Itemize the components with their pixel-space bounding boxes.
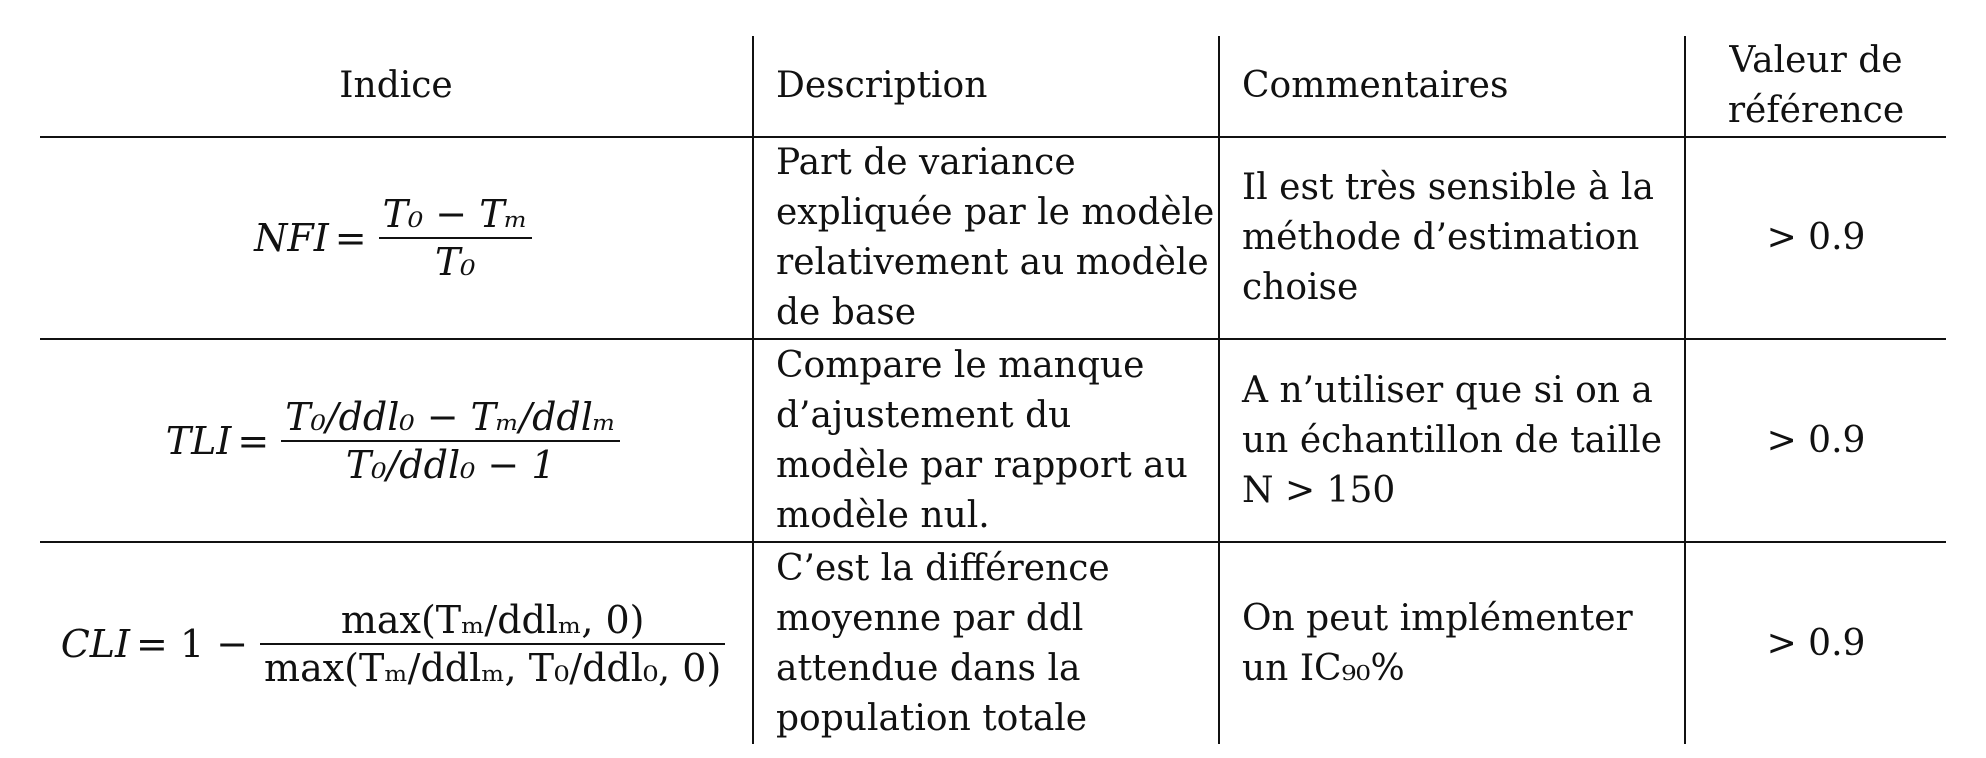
col-divider-2 (1218, 36, 1220, 744)
row-3-commentaire: On peut implémenter un IC₉₀% (1220, 543, 1684, 744)
fraction-bar (378, 237, 532, 239)
indices-table: Indice Description Commentaires Valeur d… (40, 36, 1946, 744)
description-text: Part de variance expliquée par le modèle… (776, 142, 1215, 333)
formula-eq: = (334, 216, 367, 260)
commentaire-text: A n’utiliser que si on a un échantillon … (1242, 369, 1662, 511)
header-valeur-label: Valeur de référence (1727, 40, 1905, 131)
formula-numerator: max(Tₘ/ddlₘ, 0) (340, 597, 645, 642)
formula-numerator: T₀/ddl₀ − Tₘ/ddlₘ (285, 394, 617, 439)
row-1-commentaire: Il est très sensible à la méthode d’esti… (1220, 138, 1684, 338)
valeur-text: > 0.9 (1766, 217, 1866, 258)
description-text: Compare le manque d’ajustement du modèle… (776, 344, 1188, 536)
fraction-bar (260, 642, 726, 645)
row-2-commentaire: A n’utiliser que si on a un échantillon … (1220, 340, 1684, 541)
commentaire-text: On peut implémenter un IC₉₀% (1242, 597, 1633, 689)
col-divider-1 (752, 36, 754, 744)
row-3-valeur: > 0.9 (1686, 543, 1946, 744)
formula-denominator: T₀ (434, 240, 476, 284)
description-text: C’est la différence moyenne par ddl atte… (776, 547, 1110, 739)
header-commentaires-label: Commentaires (1242, 65, 1509, 106)
header-rule (40, 136, 1946, 138)
row-1-description: Part de variance expliquée par le modèle… (754, 138, 1218, 338)
row-1-valeur: > 0.9 (1686, 138, 1946, 338)
header-description: Description (754, 36, 1218, 136)
tli-formula: TLI = T₀/ddl₀ − Tₘ/ddlₘ T₀/ddl₀ − 1 (166, 394, 626, 488)
fraction-bar (281, 439, 621, 442)
formula-fraction: T₀/ddl₀ − Tₘ/ddlₘ T₀/ddl₀ − 1 (281, 394, 621, 488)
row-2-valeur: > 0.9 (1686, 340, 1946, 541)
row-1-rule (40, 338, 1946, 340)
header-commentaires: Commentaires (1220, 36, 1684, 136)
formula-eq: = 1 − (136, 621, 249, 666)
formula-denominator: max(Tₘ/ddlₘ, T₀/ddl₀, 0) (264, 645, 722, 690)
header-indice-label: Indice (339, 65, 453, 106)
row-2-description: Compare le manque d’ajustement du modèle… (754, 340, 1218, 541)
formula-lhs: NFI (254, 216, 329, 260)
header-indice: Indice (40, 36, 752, 136)
cli-formula: CLI = 1 − max(Tₘ/ddlₘ, 0) max(Tₘ/ddlₘ, T… (61, 597, 732, 691)
formula-fraction: max(Tₘ/ddlₘ, 0) max(Tₘ/ddlₘ, T₀/ddl₀, 0) (260, 597, 726, 691)
formula-lhs: CLI (60, 621, 131, 666)
formula-eq: = (237, 418, 270, 463)
nfi-formula: NFI = T₀ − Tₘ T₀ (254, 191, 538, 285)
row-3-description: C’est la différence moyenne par ddl atte… (754, 543, 1218, 744)
formula-lhs: TLI (165, 418, 232, 463)
row-1-indice: NFI = T₀ − Tₘ T₀ (40, 138, 752, 338)
row-2-rule (40, 541, 1946, 543)
row-2-indice: TLI = T₀/ddl₀ − Tₘ/ddlₘ T₀/ddl₀ − 1 (40, 340, 752, 541)
row-3-indice: CLI = 1 − max(Tₘ/ddlₘ, 0) max(Tₘ/ddlₘ, T… (40, 543, 752, 744)
valeur-text: > 0.9 (1766, 419, 1866, 461)
valeur-text: > 0.9 (1766, 622, 1866, 664)
header-valeur: Valeur de référence (1686, 36, 1946, 136)
header-description-label: Description (776, 65, 988, 106)
commentaire-text: Il est très sensible à la méthode d’esti… (1242, 167, 1654, 308)
formula-fraction: T₀ − Tₘ T₀ (378, 191, 532, 285)
formula-numerator: T₀ − Tₘ (382, 192, 528, 236)
col-divider-3 (1684, 36, 1686, 744)
formula-denominator: T₀/ddl₀ − 1 (345, 442, 556, 487)
